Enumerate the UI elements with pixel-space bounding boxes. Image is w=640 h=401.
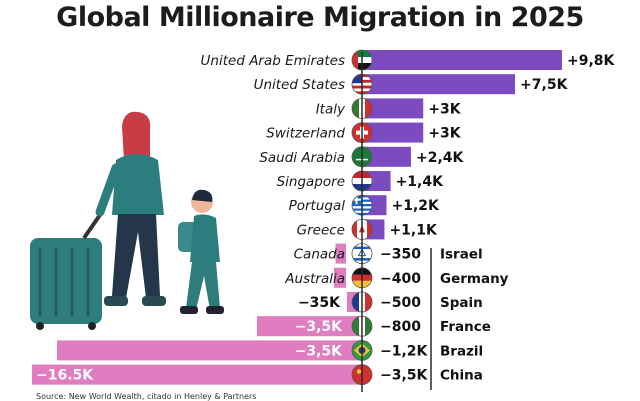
right-country-label: Brazil: [440, 343, 483, 359]
country-label: Portugal: [289, 198, 346, 214]
bar: [32, 364, 362, 385]
value-label: −1,2K: [380, 343, 429, 359]
bar: [335, 243, 346, 264]
country-label: Saudi Arabia: [259, 150, 345, 166]
value-label: −400: [380, 271, 421, 287]
country-label: Canada: [294, 247, 345, 263]
value-label: +1,1K: [389, 222, 438, 238]
page-title: Global Millionaire Migration in 2025: [56, 2, 584, 33]
traveler-illustration: [30, 111, 224, 330]
value-label: +3K: [428, 126, 461, 142]
right-country-label: Israel: [440, 247, 483, 263]
right-country-label: Germany: [440, 271, 509, 287]
bar: [334, 267, 346, 288]
value-label: +9,8K: [567, 53, 616, 69]
country-label: −3,5K: [295, 319, 344, 335]
value-label: −500: [380, 295, 421, 311]
right-country-label: France: [440, 319, 491, 335]
value-label: +2,4K: [416, 150, 465, 166]
value-label: −350: [380, 247, 421, 263]
country-label: Greece: [297, 222, 345, 238]
value-label: +3K: [428, 101, 461, 117]
bar: [362, 74, 516, 95]
bar: [57, 340, 362, 361]
country-label: Australia: [284, 271, 345, 287]
country-label: Switzerland: [266, 126, 345, 142]
right-country-label: China: [440, 368, 483, 384]
country-label: −35K: [298, 295, 341, 311]
bar: [362, 146, 411, 167]
country-label: Italy: [316, 101, 346, 117]
country-label: United Arab Emirates: [201, 53, 345, 69]
value-label: +7,5K: [520, 77, 569, 93]
bar: [362, 50, 562, 70]
bar: [362, 98, 424, 119]
country-label: −3,5K: [295, 343, 344, 359]
suitcase: [30, 238, 102, 324]
country-label: United States: [254, 77, 345, 93]
value-label: +1,4K: [396, 174, 445, 190]
right-country-label: Spain: [440, 295, 483, 311]
country-label: −16.5K: [36, 368, 94, 384]
bar: [362, 122, 424, 143]
source-note: Source: New World Wealth, citado in Henl…: [36, 392, 257, 401]
value-label: −800: [380, 319, 421, 335]
value-label: −3,5K: [380, 368, 429, 384]
value-label: +1,2K: [391, 198, 440, 214]
bar: [257, 316, 362, 337]
country-label: Singapore: [277, 174, 345, 190]
